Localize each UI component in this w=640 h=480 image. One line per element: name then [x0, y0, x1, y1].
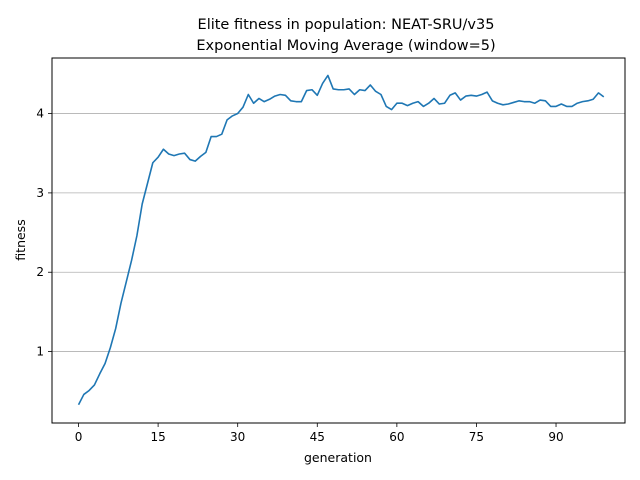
x-axis-label: generation [304, 450, 372, 465]
series-layer [77, 74, 605, 406]
chart-subtitle: Exponential Moving Average (window=5) [196, 38, 495, 54]
y-tick-label: 4 [36, 107, 44, 121]
fitness-ema-line [77, 74, 605, 406]
y-tick-label: 2 [36, 265, 44, 279]
chart-title: Elite fitness in population: NEAT-SRU/v3… [198, 17, 495, 33]
y-tick-label: 3 [36, 186, 44, 200]
y-axis-ticks: 1 2 3 4 [36, 107, 52, 359]
x-tick-label: 15 [150, 430, 165, 444]
x-tick-label: 30 [230, 430, 245, 444]
y-axis-label: fitness [13, 219, 28, 260]
x-tick-label: 90 [548, 430, 563, 444]
x-tick-label: 75 [469, 430, 484, 444]
x-tick-label: 60 [389, 430, 404, 444]
grid-lines [52, 113, 625, 352]
y-tick-label: 1 [36, 345, 44, 359]
plot-frame [51, 57, 626, 424]
x-tick-label: 45 [310, 430, 325, 444]
x-axis-ticks: 0 15 30 45 60 75 90 [75, 423, 564, 444]
x-tick-label: 0 [75, 430, 83, 444]
